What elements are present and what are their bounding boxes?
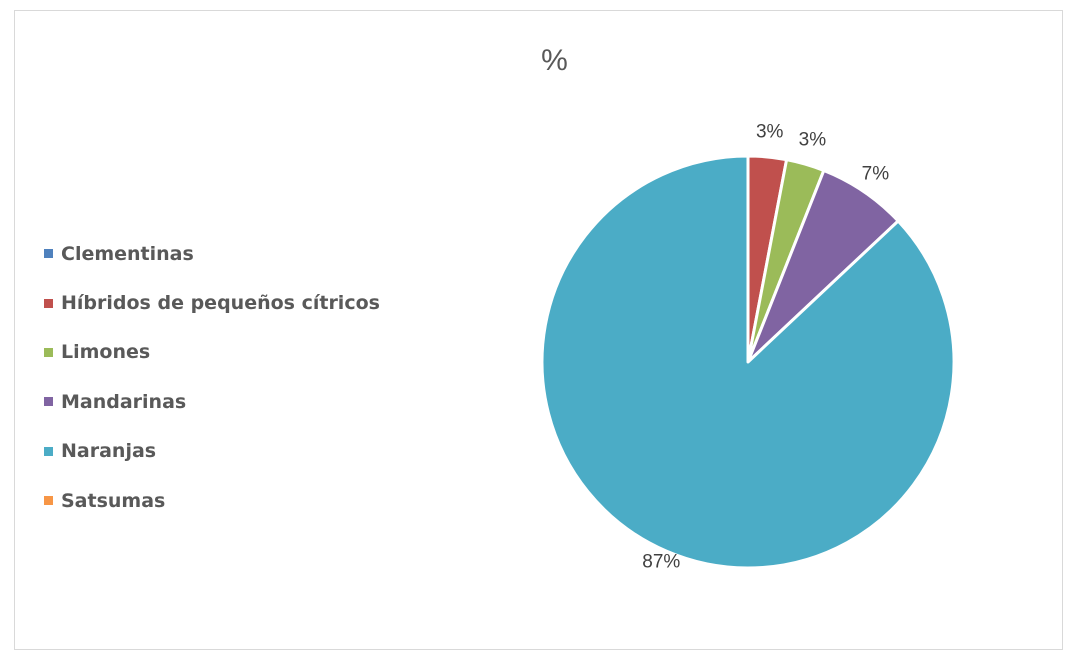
data-label-mandarinas: 7% [862,164,890,185]
pie-chart: 3% 3% 7% 87% [540,121,956,572]
legend-swatch-hibridos [44,298,53,308]
legend-swatch-clementinas [44,249,53,259]
legend-item-limones: Limones [44,328,380,377]
data-label-limones: 3% [799,129,827,150]
legend-swatch-limones [44,347,53,357]
legend-item-naranjas: Naranjas [44,427,380,476]
chart-title: % [541,44,568,77]
pie-slice-naranjas [540,154,956,570]
legend-item-mandarinas: Mandarinas [44,377,380,426]
legend-label-hibridos: Híbridos de pequeños cítricos [61,292,380,315]
legend-item-hibridos: Híbridos de pequeños cítricos [44,278,380,327]
legend-label-limones: Limones [61,341,151,364]
legend: Clementinas Híbridos de pequeños cítrico… [44,229,380,525]
legend-swatch-satsumas [44,496,53,506]
legend-label-naranjas: Naranjas [61,440,157,463]
legend-swatch-naranjas [44,446,53,456]
legend-label-mandarinas: Mandarinas [61,390,187,413]
legend-item-clementinas: Clementinas [44,229,380,278]
legend-label-satsumas: Satsumas [61,489,166,512]
legend-label-clementinas: Clementinas [61,242,194,265]
legend-swatch-mandarinas [44,397,53,407]
data-label-naranjas: 87% [642,551,680,572]
legend-item-satsumas: Satsumas [44,476,380,525]
data-label-hibridos-de-pequenos-citricos: 3% [756,121,784,142]
